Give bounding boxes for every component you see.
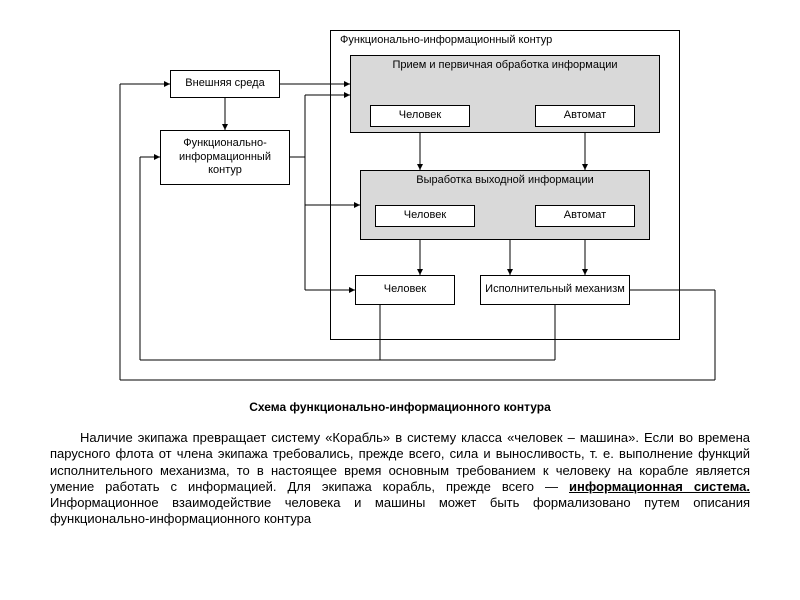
node-g2-auto: Автомат [535, 205, 635, 227]
page: { "diagram": { "background": "#ffffff", … [0, 0, 800, 600]
gray1-title: Прием и первичная обработка информации [360, 59, 650, 73]
node-env-label: Внешняя среда [185, 77, 264, 91]
g1-human-label: Человек [399, 109, 441, 123]
node-fik-small: Функционально- информационный контур [160, 130, 290, 185]
body-paragraph: Наличие экипажа превращает систему «Кора… [50, 430, 750, 528]
node-fik-small-label: Функционально- информационный контур [161, 137, 289, 178]
node-env: Внешняя среда [170, 70, 280, 98]
g1-auto-label: Автомат [564, 109, 606, 123]
outer-contour-title: Функционально-информационный контур [340, 34, 552, 48]
node-g1-human: Человек [370, 105, 470, 127]
node-bottom-exec: Исполнительный механизм [480, 275, 630, 305]
node-g1-auto: Автомат [535, 105, 635, 127]
g2-human-label: Человек [404, 209, 446, 223]
node-bottom-human: Человек [355, 275, 455, 305]
bottom-exec-label: Исполнительный механизм [485, 283, 625, 297]
bottom-human-label: Человек [384, 283, 426, 297]
node-g2-human: Человек [375, 205, 475, 227]
diagram-caption: Схема функционально-информационного конт… [0, 400, 800, 415]
g2-auto-label: Автомат [564, 209, 606, 223]
gray2-title: Выработка выходной информации [370, 174, 640, 188]
